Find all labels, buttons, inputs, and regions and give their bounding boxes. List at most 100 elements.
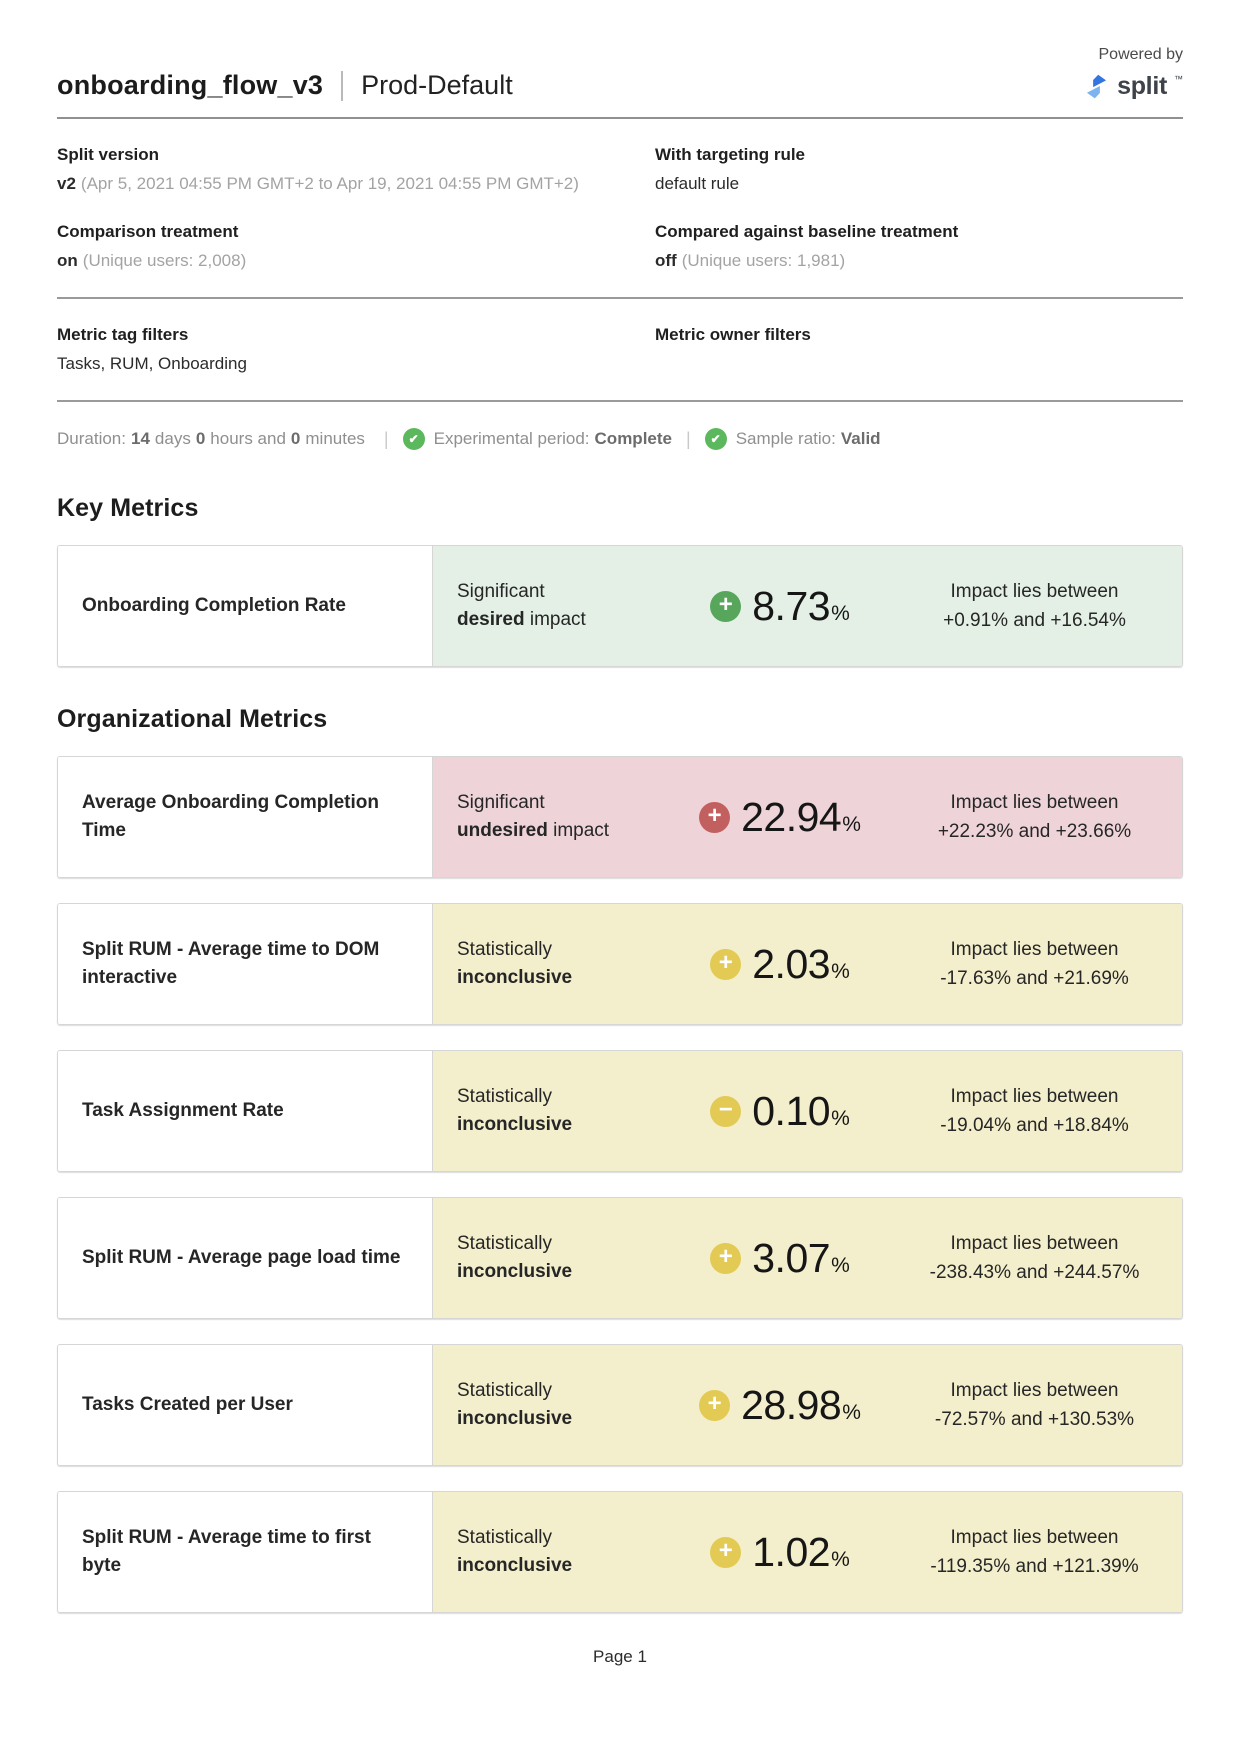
impact-unit: % [831,601,850,625]
meta-value-muted: (Apr 5, 2021 04:55 PM GMT+2 to Apr 19, 2… [80,174,579,193]
check-icon: ✔ [704,428,727,450]
metric-card: Split RUM - Average time to DOM interact… [57,903,1183,1025]
experiment-meta: Split version v2 (Apr 5, 2021 04:55 PM GM… [57,119,1183,299]
duration-minutes-unit: minutes [305,429,365,448]
meta-value: v2 (Apr 5, 2021 04:55 PM GMT+2 to Apr 19,… [57,174,655,194]
duration-hours-unit: hours and [210,429,286,448]
status-keyword: undesired [457,820,548,841]
impact-unit: % [842,1400,861,1424]
impact-unit: % [831,1547,850,1571]
section-heading: Organizational Metrics [57,705,328,733]
brand-logo: split ™ [1083,72,1183,101]
significance-status: Statistically inconclusive [457,1083,655,1140]
meta-value-muted: (Unique users: 2,008) [82,251,247,270]
impact-range: Impact lies between -119.35% and +121.39… [905,1523,1182,1582]
impact-direction-icon: + [710,1536,742,1568]
split-logo-icon [1087,74,1107,99]
duration-status-bar: Duration: 14 days 0 hours and 0 minutes … [57,402,1183,456]
impact-range: Impact lies between -72.57% and +130.53% [905,1376,1182,1435]
significance-status: Significant undesired impact [457,789,655,846]
meta-label: With targeting rule [655,145,806,164]
metric-result: Statistically inconclusive + 1.02% Impac… [433,1492,1182,1612]
meta-label: Comparison treatment [57,222,239,241]
check-value: Complete [594,429,672,448]
significance-status: Statistically inconclusive [457,1230,655,1287]
check-label: Experimental period: [433,429,590,448]
impact-direction-icon: − [710,1095,742,1127]
impact-value: 1.02 [752,1528,831,1575]
check-label: Sample ratio: [735,429,836,448]
impact-value-wrap: 2.03% [752,941,850,988]
impact-range-values: -19.04% and +18.84% [940,1115,1129,1136]
impact-value-group: + 3.07% [655,1235,905,1282]
status-divider: | [383,428,389,449]
check-icon: ✔ [402,428,425,450]
status-prefix: Significant [457,580,545,602]
meta-value-strong: on [57,251,78,270]
impact-range: Impact lies between -238.43% and +244.57… [905,1229,1182,1288]
meta-field-comparison-treatment: Comparison treatment on (Unique users: 2,… [57,222,655,271]
impact-range-label: Impact lies between [950,1232,1119,1254]
impact-range-label: Impact lies between [950,791,1119,813]
impact-direction-icon: + [710,1242,742,1274]
impact-direction-icon: + [710,948,742,980]
impact-range: Impact lies between -17.63% and +21.69% [905,935,1182,994]
impact-value: 3.07 [752,1234,831,1281]
impact-value-wrap: 28.98% [741,1382,861,1429]
impact-value-group: + 2.03% [655,941,905,988]
metric-card: Tasks Created per User Statistically inc… [57,1344,1183,1466]
meta-value-text: Tasks, RUM, Onboarding [57,354,247,373]
status-keyword: inconclusive [457,1114,573,1135]
impact-direction-icon: + [699,1389,731,1421]
powered-by-label: Powered by [1098,46,1184,63]
impact-value-group: + 1.02% [655,1529,905,1576]
duration-days: 14 [130,429,150,448]
impact-unit: % [831,1106,850,1130]
meta-value: on (Unique users: 2,008) [57,251,655,271]
environment-name: Prod-Default [361,70,513,100]
section-heading: Key Metrics [57,494,199,522]
impact-range-values: -17.63% and +21.69% [940,968,1129,989]
meta-value-strong: v2 [57,174,76,193]
impact-direction-icon: + [710,590,742,622]
meta-field-owner-filters: Metric owner filters [655,325,1183,374]
card-list: Average Onboarding Completion Time Signi… [57,756,1183,1613]
impact-range-values: +22.23% and +23.66% [937,821,1132,842]
status-prefix: Statistically [457,1379,553,1401]
impact-range-values: -119.35% and +121.39% [930,1556,1139,1577]
impact-unit: % [831,959,850,983]
metric-card: Split RUM - Average page load time Stati… [57,1197,1183,1319]
meta-field-baseline-treatment: Compared against baseline treatment off(… [655,222,1183,271]
status-keyword: inconclusive [457,1261,573,1282]
meta-label: Metric tag filters [57,325,189,344]
metric-card: Average Onboarding Completion Time Signi… [57,756,1183,878]
metric-result: Significant undesired impact + 22.94% Im… [433,757,1182,877]
impact-range: Impact lies between -19.04% and +18.84% [905,1082,1182,1141]
experimental-period-status: ✔ Experimental period: Complete [402,428,672,450]
metric-name: Onboarding Completion Rate [58,546,433,666]
metric-name: Task Assignment Rate [58,1051,433,1171]
metric-name: Tasks Created per User [58,1345,433,1465]
impact-range-label: Impact lies between [950,938,1119,960]
impact-range-label: Impact lies between [950,580,1119,602]
impact-range-values: -238.43% and +244.57% [929,1262,1140,1283]
trademark-mark: ™ [1174,74,1183,84]
impact-range-label: Impact lies between [950,1379,1119,1401]
status-prefix: Significant [457,791,545,813]
metric-filters: Metric tag filters Tasks, RUM, Onboardin… [57,299,1183,402]
impact-range-values: +0.91% and +16.54% [943,610,1126,631]
metric-result: Statistically inconclusive − 0.10% Impac… [433,1051,1182,1171]
status-keyword: inconclusive [457,1555,573,1576]
metric-result: Significant desired impact + 8.73% Impac… [433,546,1182,666]
meta-value: off (Unique users: 1,981) [655,251,1183,271]
impact-unit: % [842,812,861,836]
metric-card: Task Assignment Rate Statistically incon… [57,1050,1183,1172]
metric-name: Split RUM - Average time to first byte [58,1492,433,1612]
duration-label: Duration: [57,429,126,448]
impact-value: 22.94 [741,793,842,840]
status-keyword: inconclusive [457,967,573,988]
report-page: onboarding_flow_v3 Prod-Default Powered … [57,46,1184,1666]
significance-status: Statistically inconclusive [457,1524,655,1581]
impact-value-group: + 8.73% [655,583,905,630]
impact-value-group: − 0.10% [655,1088,905,1135]
